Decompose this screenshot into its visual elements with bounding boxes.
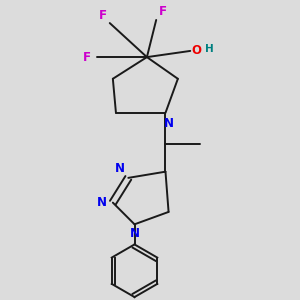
Text: N: N bbox=[97, 196, 107, 209]
Text: N: N bbox=[130, 227, 140, 240]
Text: F: F bbox=[99, 8, 107, 22]
Text: F: F bbox=[83, 51, 91, 64]
Text: N: N bbox=[164, 118, 174, 130]
Text: O: O bbox=[192, 44, 202, 57]
Text: F: F bbox=[159, 5, 167, 18]
Text: N: N bbox=[115, 162, 125, 175]
Text: H: H bbox=[205, 44, 214, 54]
